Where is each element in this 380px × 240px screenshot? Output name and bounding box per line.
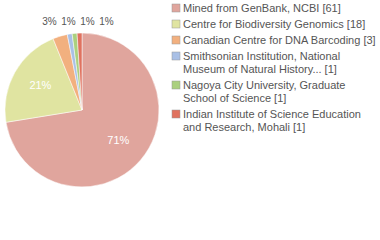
data-label: 71% bbox=[107, 134, 129, 146]
pie-slice bbox=[77, 33, 82, 110]
legend-label: Mined from GenBank, NCBI [61] bbox=[183, 2, 341, 14]
data-label: 21% bbox=[29, 79, 51, 91]
legend-swatch bbox=[172, 110, 180, 118]
chart: 71% 21% 3% 1% 1% 1% Mined from GenBank, NCBI [… bbox=[0, 0, 380, 240]
legend-swatch bbox=[172, 81, 180, 89]
legend-label: Centre for Biodiversity Genomics [18] bbox=[183, 18, 365, 30]
legend-item: Indian Institute of Science Educationand… bbox=[172, 108, 361, 133]
pie bbox=[5, 33, 159, 187]
legend-item: Smithsonian Institution, NationalMuseum … bbox=[172, 50, 340, 75]
legend-item: Canadian Centre for DNA Barcoding [3] bbox=[172, 34, 376, 46]
legend-item: Centre for Biodiversity Genomics [18] bbox=[172, 18, 365, 30]
data-label: 1% bbox=[80, 16, 95, 27]
pie-slice bbox=[67, 34, 82, 110]
chart-container: 71% 21% 3% 1% 1% 1% Mined from GenBank, NCBI [… bbox=[0, 0, 380, 240]
data-label: 1% bbox=[99, 16, 114, 27]
legend-item: Nagoya City University, GraduateSchool o… bbox=[172, 79, 345, 104]
data-label: 3% bbox=[42, 16, 57, 27]
data-label: 1% bbox=[61, 16, 76, 27]
pie-slice bbox=[72, 33, 82, 110]
pie-slice bbox=[6, 33, 159, 187]
legend-swatch bbox=[172, 52, 180, 60]
data-labels: 71% 21% 3% 1% 1% 1% bbox=[29, 16, 129, 146]
legend-label: Indian Institute of Science Educationand… bbox=[183, 108, 361, 133]
legend-item: Mined from GenBank, NCBI [61] bbox=[172, 2, 341, 14]
legend-label: Nagoya City University, GraduateSchool o… bbox=[183, 79, 345, 104]
legend-swatch bbox=[172, 4, 180, 12]
legend-label: Canadian Centre for DNA Barcoding [3] bbox=[183, 34, 376, 46]
legend-swatch bbox=[172, 20, 180, 28]
legend-swatch bbox=[172, 36, 180, 44]
legend: Mined from GenBank, NCBI [61] Centre for … bbox=[172, 2, 376, 133]
legend-label: Smithsonian Institution, NationalMuseum … bbox=[183, 50, 340, 75]
